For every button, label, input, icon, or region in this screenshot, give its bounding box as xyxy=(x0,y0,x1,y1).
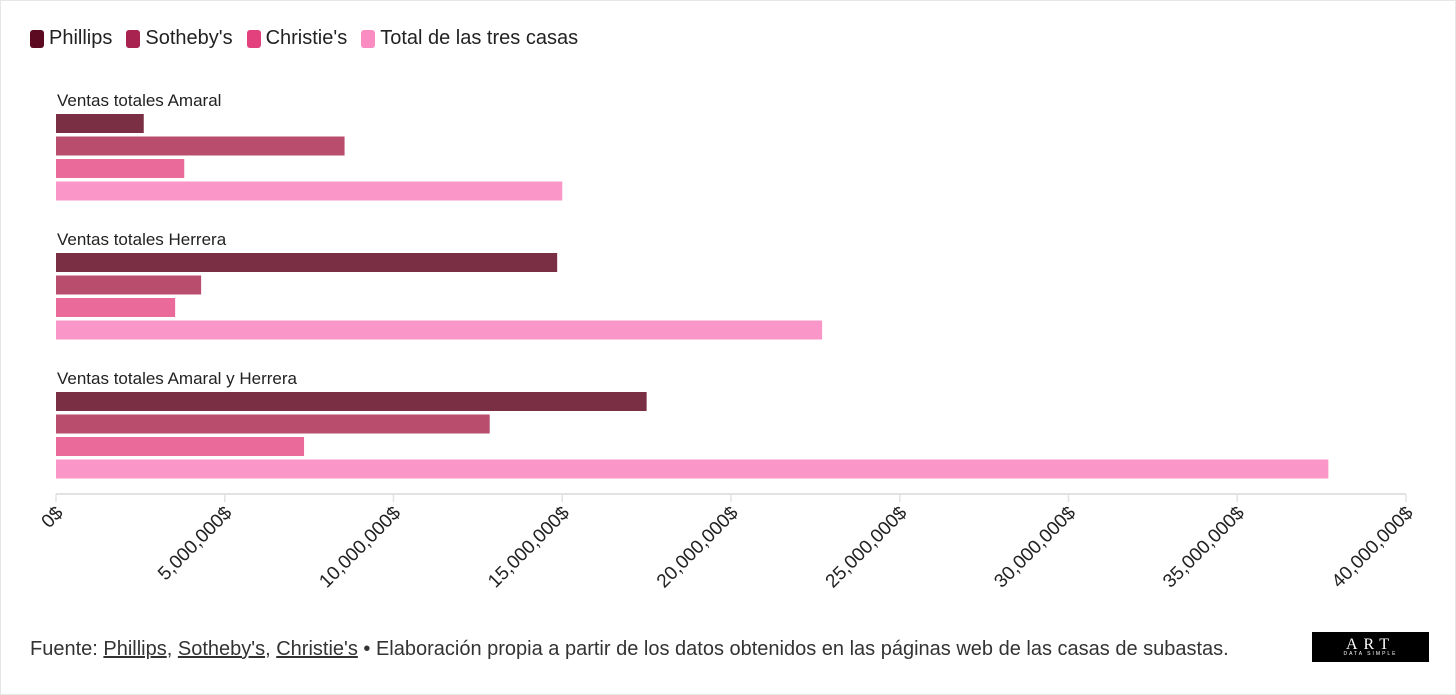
category-label: Ventas totales Herrera xyxy=(57,230,227,249)
legend-label-christies: Christie's xyxy=(265,27,348,49)
bar-phillips xyxy=(56,392,647,411)
legend-item-christies[interactable]: Christie's xyxy=(246,27,348,50)
bar-total xyxy=(56,459,1329,479)
legend-swatch-total xyxy=(361,29,376,48)
bar-phillips xyxy=(56,114,144,133)
x-tick-label: 30,000,000$ xyxy=(990,502,1080,592)
footer-separator: , xyxy=(265,638,277,660)
bar-christies xyxy=(56,437,305,456)
category-label: Ventas totales Amaral xyxy=(57,91,221,110)
art-data-simple-logo: ART DATA SIMPLE xyxy=(1312,632,1429,662)
footer-separator: , xyxy=(166,638,178,660)
x-tick-label: 10,000,000$ xyxy=(315,502,405,592)
bar-total xyxy=(56,181,563,201)
x-tick-label: 35,000,000$ xyxy=(1159,502,1249,592)
logo-subtitle: DATA SIMPLE xyxy=(1343,650,1398,657)
legend-swatch-sothebys xyxy=(126,29,141,48)
footer-prefix: Fuente: xyxy=(30,638,104,660)
bar-christies xyxy=(56,298,176,317)
footer-source: Fuente: Phillips, Sotheby's, Christie's … xyxy=(30,638,1229,661)
legend-swatch-phillips xyxy=(30,29,44,48)
legend-item-total[interactable]: Total de las tres casas xyxy=(361,27,578,50)
legend-item-phillips[interactable]: Phillips xyxy=(30,27,112,50)
x-tick-label: 20,000,000$ xyxy=(653,502,743,592)
legend-item-sothebys[interactable]: Sotheby's xyxy=(126,27,233,50)
x-tick-label: 0$ xyxy=(38,502,68,532)
bar-total xyxy=(56,320,823,340)
x-tick-label: 40,000,000$ xyxy=(1328,502,1418,592)
logo-mark: ART xyxy=(1345,635,1396,653)
x-tick-label: 5,000,000$ xyxy=(154,502,236,584)
source-link-sothebys[interactable]: Sotheby's xyxy=(177,638,266,660)
bar-sothebys xyxy=(56,275,202,295)
bar-sothebys xyxy=(56,136,345,156)
bar-phillips xyxy=(56,253,558,272)
legend-label-phillips: Phillips xyxy=(49,27,113,49)
footer-suffix: • Elaboración propia a partir de los dat… xyxy=(357,638,1229,660)
x-tick-label: 15,000,000$ xyxy=(484,502,574,592)
legend-label-total: Total de las tres casas xyxy=(380,27,579,49)
legend-swatch-christies xyxy=(246,29,261,48)
legend: Phillips Sotheby's Christie's Total de l… xyxy=(30,27,578,50)
category-label: Ventas totales Amaral y Herrera xyxy=(57,369,298,388)
x-tick-label: 25,000,000$ xyxy=(822,502,912,592)
source-link-phillips[interactable]: Phillips xyxy=(103,638,167,660)
bar-christies xyxy=(56,159,185,178)
bar-sothebys xyxy=(56,414,490,434)
bar-chart: Ventas totales Amaral Ventas totales Herr… xyxy=(38,91,1418,592)
source-link-christies[interactable]: Christie's xyxy=(276,638,358,660)
legend-label-sothebys: Sotheby's xyxy=(145,27,233,49)
